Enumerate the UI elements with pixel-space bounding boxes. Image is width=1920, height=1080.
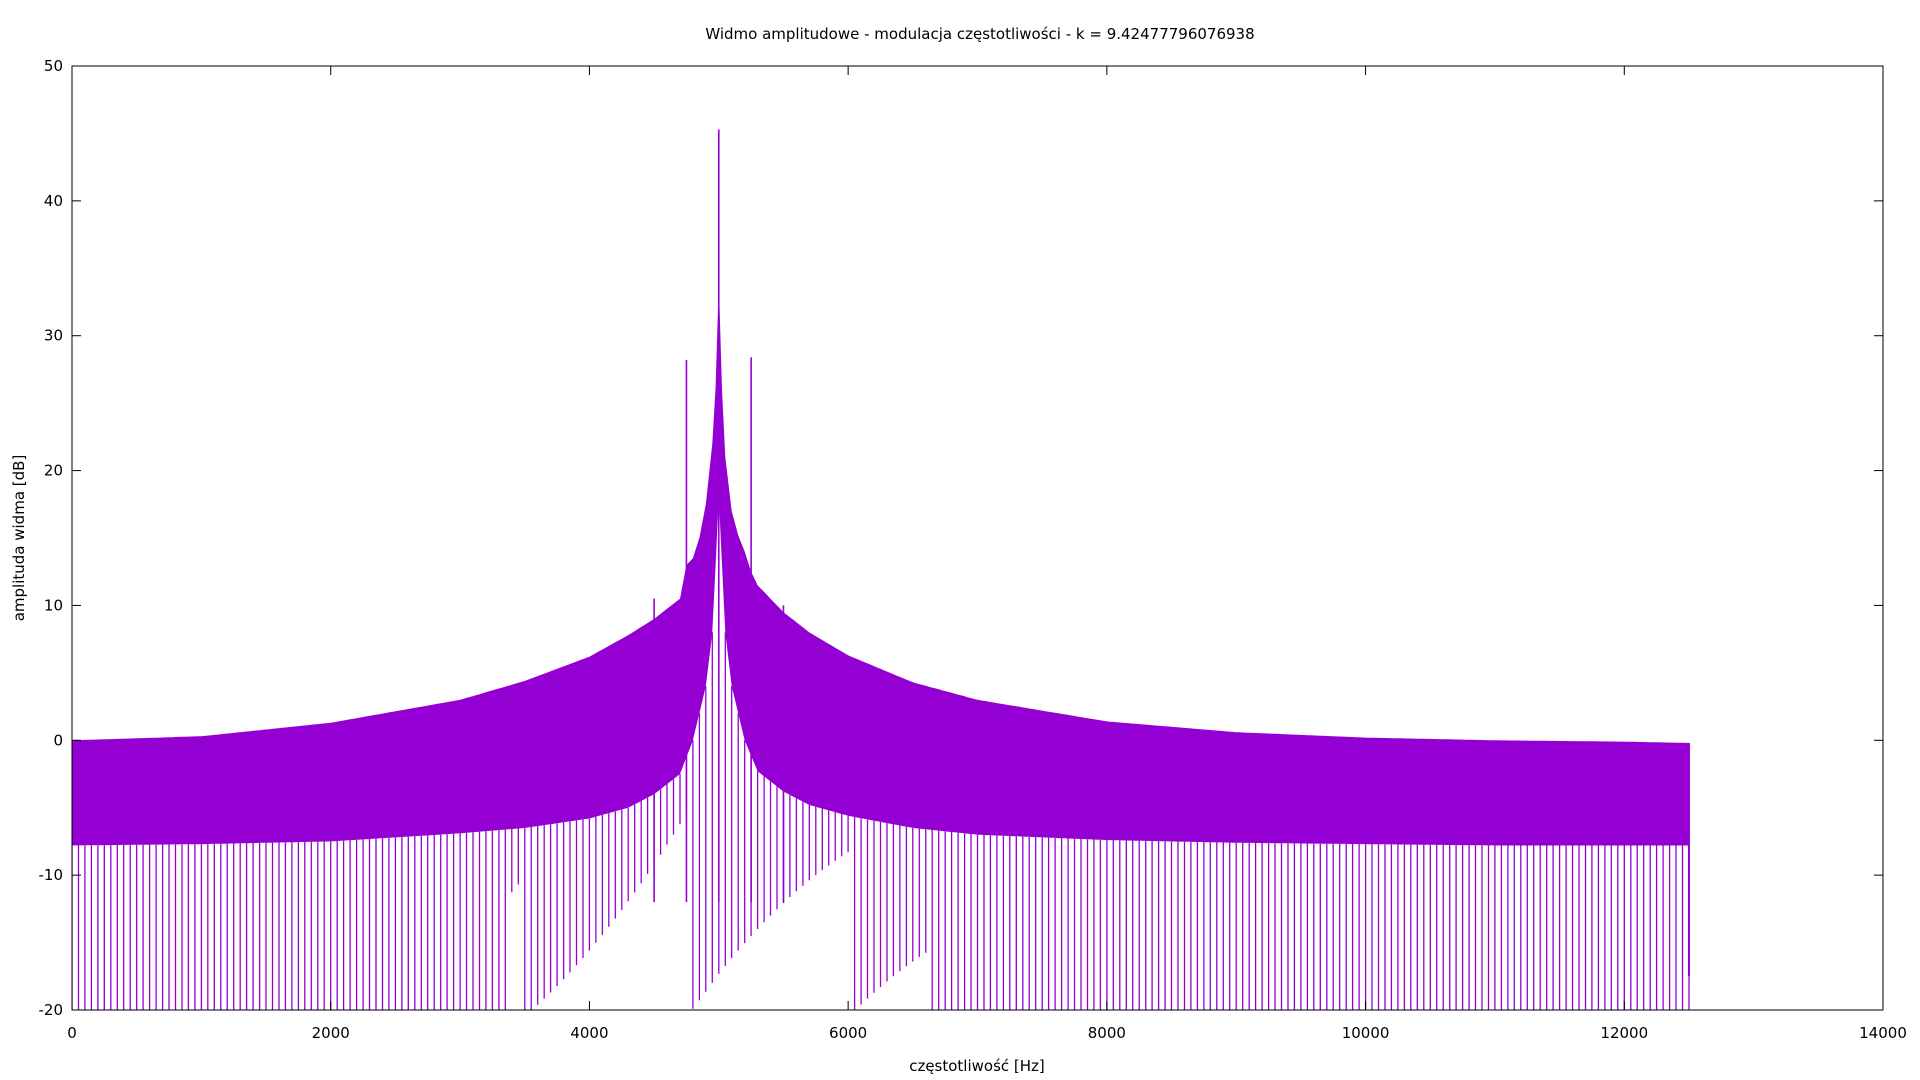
x-tick-label: 4000: [570, 1024, 608, 1042]
x-tick-label: 14000: [1859, 1024, 1907, 1042]
plot-area: [72, 129, 1690, 1010]
y-axis-label: amplituda widma [dB]: [10, 455, 28, 622]
plot-frame: [71, 65, 1884, 1011]
y-tick-label: 20: [44, 462, 63, 480]
y-tick-label: 0: [53, 731, 63, 749]
y-tick-label: -20: [39, 1001, 64, 1019]
y-tick-label: 10: [44, 596, 63, 614]
axis-ticks: 0 2000 4000 6000 8000 10000 12000 14000 -20 -10 0 1…: [39, 57, 1907, 1042]
x-tick-label: 0: [67, 1024, 77, 1042]
x-tick-label: 12000: [1600, 1024, 1648, 1042]
spectrum-band: [72, 281, 1689, 846]
x-tick-label: 8000: [1088, 1024, 1126, 1042]
spectrum-spikes: [72, 497, 1690, 1010]
x-tick-label: 10000: [1342, 1024, 1390, 1042]
x-axis-label: częstotliwość [Hz]: [909, 1057, 1045, 1075]
y-tick-label: -10: [39, 866, 64, 884]
y-tick-label: 40: [44, 192, 63, 210]
y-tick-label: 30: [44, 327, 63, 345]
y-tick-label: 50: [44, 57, 63, 75]
x-tick-label: 6000: [829, 1024, 867, 1042]
chart-title: Widmo amplitudowe - modulacja częstotliw…: [705, 25, 1254, 43]
x-tick-label: 2000: [312, 1024, 350, 1042]
